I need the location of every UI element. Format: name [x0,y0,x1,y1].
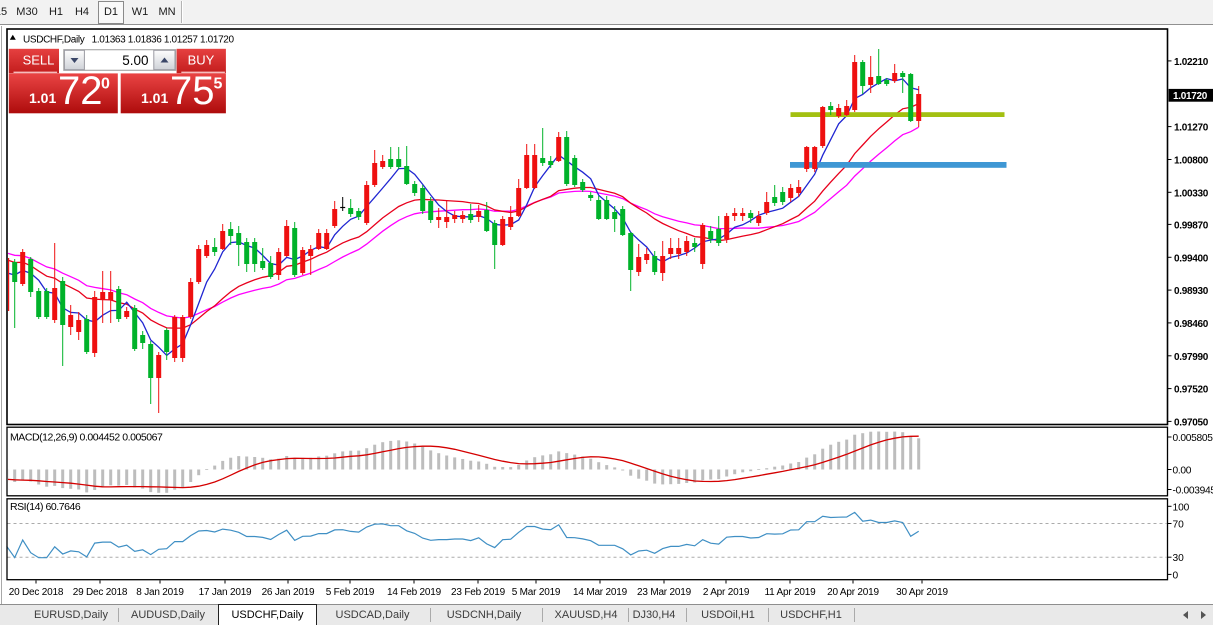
svg-text:0.005805: 0.005805 [1173,433,1213,444]
svg-text:5 Feb 2019: 5 Feb 2019 [326,587,375,598]
svg-text:BUY: BUY [188,53,215,68]
svg-text:5 Mar 2019: 5 Mar 2019 [512,587,561,598]
svg-text:14 Mar 2019: 14 Mar 2019 [573,587,628,598]
svg-text:MACD(12,26,9) 0.004452 0.00506: MACD(12,26,9) 0.004452 0.005067 [10,432,163,444]
svg-text:USDCHF,Daily 1.01363 1.01836: USDCHF,Daily 1.01363 1.01836 1.01257 1.0… [23,35,235,46]
svg-text:2 Apr 2019: 2 Apr 2019 [703,587,750,598]
svg-text:100: 100 [1173,502,1190,513]
svg-text:1.00800: 1.00800 [1174,156,1209,167]
svg-text:14 Feb 2019: 14 Feb 2019 [387,587,442,598]
svg-text:0.97990: 0.97990 [1174,352,1209,363]
svg-text:30: 30 [1173,553,1185,564]
svg-text:0.97520: 0.97520 [1174,385,1209,396]
svg-text:30 Apr 2019: 30 Apr 2019 [896,587,948,598]
svg-text:17 Jan 2019: 17 Jan 2019 [199,587,252,598]
svg-text:1.01270: 1.01270 [1174,123,1209,134]
svg-text:72: 72 [58,69,103,113]
svg-text:0.00: 0.00 [1173,466,1192,477]
svg-text:23 Mar 2019: 23 Mar 2019 [637,587,692,598]
svg-text:0.99870: 0.99870 [1174,220,1209,231]
svg-text:70: 70 [1173,520,1185,531]
svg-text:1.00330: 1.00330 [1174,188,1209,199]
svg-text:20 Dec 2018: 20 Dec 2018 [9,587,64,598]
svg-text:0.99400: 0.99400 [1174,253,1209,264]
svg-text:23 Feb 2019: 23 Feb 2019 [451,587,506,598]
svg-text:1.01: 1.01 [29,90,56,106]
svg-text:1.01720: 1.01720 [1173,91,1208,102]
svg-text:-0.003945: -0.003945 [1173,486,1213,497]
svg-text:5.00: 5.00 [122,53,148,68]
svg-text:SELL: SELL [23,53,55,68]
svg-text:11 Apr 2019: 11 Apr 2019 [765,587,817,598]
svg-text:1.02210: 1.02210 [1174,57,1209,68]
svg-text:0: 0 [1173,570,1179,581]
svg-text:1.01: 1.01 [141,90,168,106]
svg-text:0.98930: 0.98930 [1174,286,1209,297]
svg-text:0.98460: 0.98460 [1174,319,1209,330]
svg-text:75: 75 [170,69,215,113]
svg-text:0.97050: 0.97050 [1174,417,1209,428]
svg-text:RSI(14) 60.7646: RSI(14) 60.7646 [10,501,81,513]
svg-text:29 Dec 2018: 29 Dec 2018 [73,587,128,598]
svg-text:26 Jan 2019: 26 Jan 2019 [262,587,315,598]
svg-text:20 Apr 2019: 20 Apr 2019 [827,587,879,598]
svg-text:5: 5 [214,76,223,93]
svg-text:0: 0 [101,76,110,93]
svg-text:8 Jan 2019: 8 Jan 2019 [136,587,184,598]
